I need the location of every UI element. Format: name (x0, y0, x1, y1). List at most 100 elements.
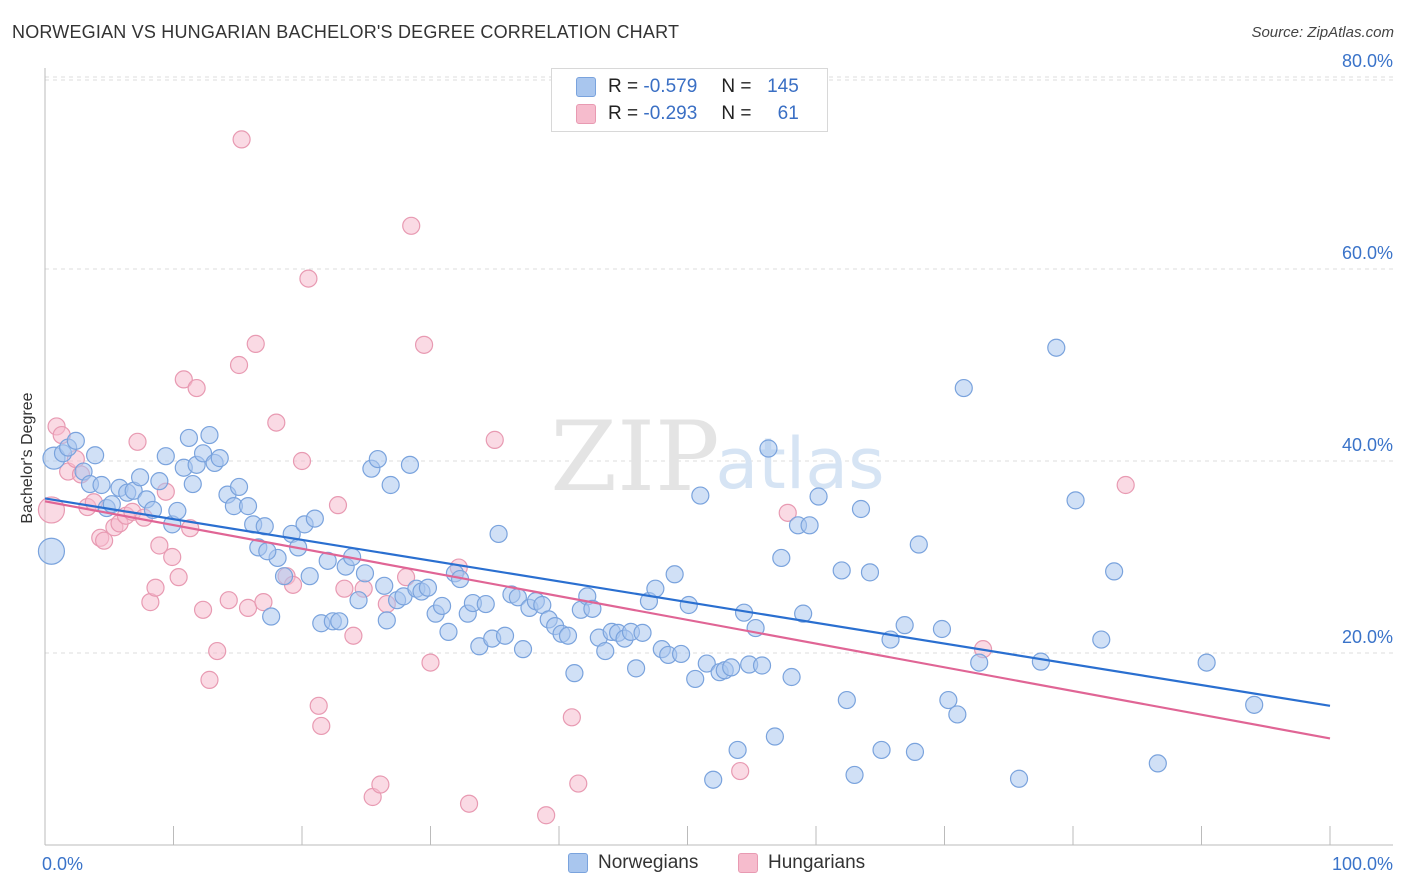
norwegians-point (1031, 652, 1050, 671)
norwegians-point (439, 622, 458, 641)
norwegians-point (752, 656, 772, 675)
norwegians-point (238, 497, 258, 516)
hungarians-point (731, 761, 750, 781)
norwegians-point (671, 644, 691, 664)
norwegians-point (558, 626, 578, 645)
norwegians-point (794, 604, 813, 623)
hungarians-point (335, 579, 354, 598)
norwegians-point (318, 551, 337, 570)
trend-lines (44, 497, 1331, 740)
x-tick-label: 0.0% (42, 854, 83, 874)
legend-row-norwegians: R = -0.579 N = 145 (576, 74, 799, 100)
source-label: Source: ZipAtlas.com (1251, 24, 1394, 41)
norwegians-point (722, 658, 741, 677)
watermark: ZIP atlas (550, 401, 884, 513)
legend-n-label: N = (721, 103, 752, 124)
hungarians-point (229, 355, 249, 375)
norwegians-point (258, 542, 277, 561)
hungarians-point (569, 774, 588, 793)
hungarians-point (267, 413, 286, 432)
norwegians-point (66, 431, 85, 450)
norwegians-point (1047, 338, 1066, 357)
hungarians-point (402, 216, 421, 235)
norwegians-point (86, 446, 105, 465)
norwegians-point (381, 475, 400, 495)
norwegians-trend-line (44, 497, 1331, 707)
norwegians-point (759, 439, 778, 458)
norwegians-point (349, 591, 368, 610)
norwegians-point (92, 475, 111, 495)
norwegians-point (513, 640, 533, 659)
norwegians-point (626, 659, 646, 678)
hungarians-point (128, 432, 147, 451)
norwegians-point (800, 516, 819, 535)
hungarians-point (537, 806, 556, 825)
legend-item-hungarians[interactable]: Hungarians (738, 852, 865, 874)
norwegians-point (697, 654, 716, 673)
hungarians-trend-line (44, 500, 1331, 740)
hungarians-point (254, 593, 273, 612)
norwegians-point (274, 567, 294, 586)
legend-n-value: 61 (777, 103, 799, 124)
hungarians-point (312, 716, 331, 736)
norwegians-point (1197, 653, 1216, 672)
hungarians-point (246, 334, 265, 353)
legend-n-value: 145 (767, 76, 799, 97)
legend-label-hungarians: Hungarians (768, 852, 866, 873)
norwegians-point (179, 428, 199, 448)
norwegians-point (782, 667, 801, 687)
norwegians-point (872, 740, 891, 760)
norwegians-point (1148, 754, 1167, 773)
norwegians-point (809, 487, 828, 506)
norwegians-point (375, 576, 394, 595)
norwegians-point (183, 474, 202, 494)
hungarians-point (146, 578, 165, 597)
legend-r-label: R = (608, 103, 639, 124)
y-tick-label: 60.0% (1342, 243, 1393, 263)
norwegians-point (377, 611, 396, 630)
hungarians-point (150, 536, 169, 555)
tick-labels: 20.0% 40.0% 60.0% 80.0% 0.0% 100.0% (42, 51, 1393, 874)
norwegians-point (679, 595, 698, 615)
norwegians-point (495, 626, 515, 645)
hungarians-point (238, 598, 258, 617)
norwegians-point (860, 563, 880, 582)
hungarians-point (219, 591, 238, 610)
norwegians-point (939, 690, 958, 710)
legend-r-value: -0.579 (643, 76, 698, 97)
norwegians-point (476, 594, 495, 614)
hungarians-point (328, 496, 348, 515)
norwegians-point (905, 742, 925, 761)
norwegians-point (1245, 695, 1264, 714)
norwegians-point (432, 596, 452, 616)
norwegians-point (262, 607, 281, 626)
norwegians-point (691, 486, 710, 505)
norwegians-point (300, 567, 319, 586)
hungarians-point (459, 794, 479, 813)
norwegians-point (355, 564, 375, 583)
hungarians-point (309, 696, 328, 715)
norwegians-point (686, 669, 705, 689)
norwegians-point (305, 509, 324, 528)
legend-swatch-hungarians (576, 104, 596, 124)
norwegians-point (400, 455, 420, 474)
norwegians-point (368, 449, 387, 469)
norwegians-point (596, 641, 615, 661)
norwegians-point (932, 619, 952, 639)
legend-item-norwegians[interactable]: Norwegians (568, 852, 698, 874)
x-tick-label: 100.0% (1332, 854, 1393, 874)
hungarians-point (299, 269, 318, 288)
norwegians-point (168, 501, 187, 521)
norwegians-point (728, 740, 747, 760)
hungarians-point (232, 130, 251, 149)
norwegians-point (704, 770, 723, 789)
norwegians-point (765, 727, 784, 746)
hungarians-point (200, 670, 219, 689)
norwegians-point (565, 664, 584, 683)
swatch-hungarians (738, 853, 758, 873)
hungarians-point (1116, 475, 1135, 495)
legend-n-label: N = (721, 76, 752, 97)
hungarians-point (371, 775, 390, 794)
norwegians-point (583, 599, 602, 618)
hungarians-point (778, 503, 797, 522)
